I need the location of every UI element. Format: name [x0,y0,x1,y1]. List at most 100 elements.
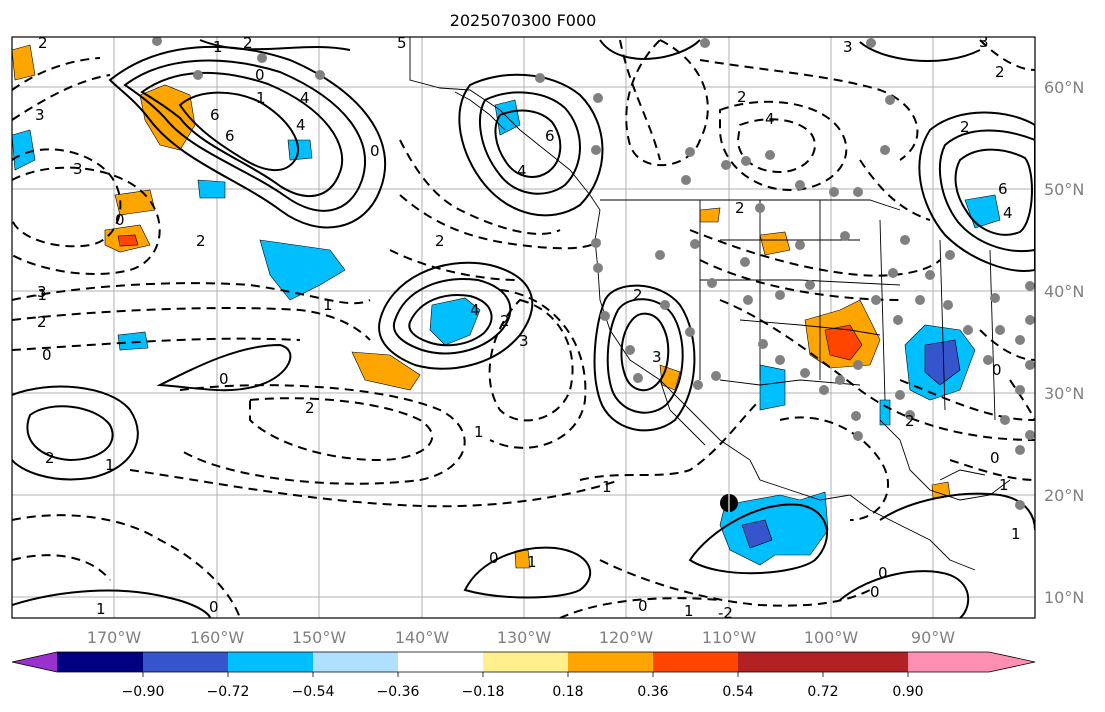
contour-label: 1 [105,456,115,474]
contour-label: 4 [296,116,306,134]
colorbar-segment [143,652,229,672]
contour-label: 1 [602,478,612,496]
contour-label: 3 [37,283,47,301]
contour-label: 6 [545,127,555,145]
contour-label: -2 [718,604,733,622]
colorbar-segment [57,652,144,672]
station-dots [152,37,1035,510]
contour-label: 0 [992,361,1002,379]
contour-label: 6 [998,180,1008,198]
colorbar-tick-label: −0.72 [207,684,250,700]
contour-label: 3 [35,106,45,124]
colorbar-tick-label: 0.72 [807,684,838,700]
contour-label: 3 [519,332,529,350]
lon-label: 120°W [599,628,654,647]
contour-label: 0 [255,66,265,84]
colorbar-extend-max [989,652,1035,672]
colorbar-tick-label: −0.90 [122,684,165,700]
contour-label: 2 [905,412,915,430]
contour-label: 5 [397,34,407,52]
contour-label: 3 [979,33,989,51]
colorbar-tick-label: −0.54 [292,684,335,700]
lon-label: 170°W [87,628,142,647]
contour-label: 4 [470,301,480,319]
contour-label: 2 [196,232,206,250]
contour-label: 2 [633,286,643,304]
contour-label: 1 [96,600,106,618]
colorbar-segment [313,652,399,672]
latitude-labels: 60°N 50°N 40°N 30°N 20°N 10°N [1044,78,1084,607]
contour-label: 0 [489,549,499,567]
contour-label: 0 [219,370,229,388]
contour-label: 2 [243,34,253,52]
colorbar-segment [738,652,824,672]
lat-label: 20°N [1044,486,1084,505]
lon-label: 90°W [911,628,955,647]
contour-label: 1 [213,38,223,56]
contour-label: 1 [256,89,266,107]
lat-label: 40°N [1044,282,1084,301]
map-frame [11,36,1036,619]
contour-label: 2 [435,232,445,250]
map-panel: 2 1 3 2 4 6 3 4 6 0 2 1 -1 0 0 5 4 6 2 3 [11,23,1036,622]
colorbar-tick-label: 0.36 [637,684,668,700]
contour-label: 3 [397,23,407,41]
lon-label: 160°W [190,628,245,647]
longitude-labels: 170°W 160°W 150°W 140°W 130°W 120°W 110°… [87,628,955,647]
colorbar-segment [908,652,989,672]
lat-label: 10°N [1044,588,1084,607]
contour-label: 0 [209,598,219,616]
lon-label: 150°W [292,628,347,647]
contour-label: 3 [73,160,83,178]
contour-label: 0 [990,449,1000,467]
contour-label: 0 [370,142,380,160]
contour-label: -1 [32,286,47,304]
colorbar-tick-label: 0.54 [722,684,753,700]
colorbar-segment [823,652,909,672]
lon-label: 140°W [395,628,450,647]
contour-label: 0 [878,564,888,582]
contour-label: 2 [960,118,970,136]
contour-label: 2 [305,399,315,417]
contour-label: 1 [684,602,694,620]
colorbar-segment [228,652,314,672]
contour-label: 4 [1003,204,1013,222]
colorbar-outline [11,651,1036,673]
contour-label: 2 [38,34,48,52]
coastlines [409,37,1011,571]
lat-label: 30°N [1044,384,1084,403]
lon-label: 100°W [804,628,859,647]
contour-label: 1 [474,423,484,441]
contour-label: 4 [517,162,527,180]
contour-label: 6 [210,106,220,124]
dashed-contours [12,39,1035,618]
colorbar-tick-label: −0.18 [462,684,505,700]
contour-label: 1 [999,476,1009,494]
colorbar-extend-min [12,652,57,672]
lon-label: 110°W [702,628,757,647]
contour-label: 4 [765,110,775,128]
colorbar-segment [653,652,739,672]
colorbar-tick-label: 0.18 [552,684,583,700]
colorbar-tick-label: −0.36 [377,684,420,700]
contour-label: 2 [500,312,510,330]
contour-label: 2 [737,88,747,106]
contour-label: 0 [42,346,52,364]
contour-label: 0 [638,597,648,615]
contour-label: 0 [870,583,880,601]
contour-labels: 2 1 3 2 4 6 3 4 6 0 2 1 -1 0 0 5 4 6 2 3 [32,23,1021,622]
contour-label: 4 [300,89,310,107]
contour-label: 2 [37,313,47,331]
shaded-regions [12,44,1001,569]
contour-label: 3 [843,38,853,56]
contour-label: 2 [45,449,55,467]
figure-title: 2025070300 F000 [450,11,597,30]
colorbar-segment [483,652,569,672]
colorbar-segment [398,652,484,672]
contour-label: 1 [323,296,333,314]
colorbar-tick-label: 0.90 [892,684,923,700]
contour-label: 2 [995,63,1005,81]
contour-label: 1 [527,553,537,571]
lon-label: 130°W [497,628,552,647]
